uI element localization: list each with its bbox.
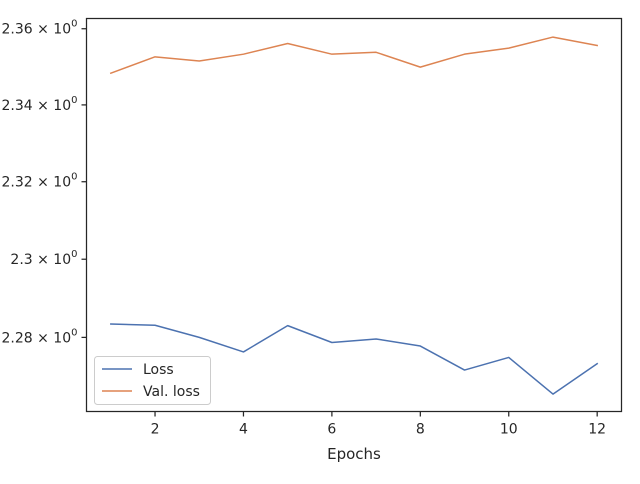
y-tick-label: 2.3 × 100 xyxy=(10,249,77,268)
axes-frame xyxy=(85,17,623,413)
legend: Loss Val. loss xyxy=(94,356,211,405)
y-tick-label: 2.36 × 100 xyxy=(2,19,78,38)
x-ticks: 2 4 6 8 10 12 xyxy=(151,411,606,438)
legend-label-2: Val. loss xyxy=(143,384,200,400)
y-tick-label: 2.32 × 100 xyxy=(2,172,78,191)
y-tick-label: 2.28 × 100 xyxy=(2,327,78,346)
series-line-1 xyxy=(110,323,599,395)
y-ticks: 2.28 × 100 2.3 × 100 2.32 × 100 2.34 × 100 2… xyxy=(2,19,87,346)
legend-label-1: Loss xyxy=(143,362,174,378)
x-tick-label: 8 xyxy=(416,422,425,438)
series-layer xyxy=(109,36,599,395)
x-tick-label: 10 xyxy=(500,422,518,438)
x-tick-label: 12 xyxy=(588,422,606,438)
legend-items: Loss Val. loss xyxy=(102,362,200,400)
x-tick-label: 6 xyxy=(327,422,336,438)
y-tick-label: 2.34 × 100 xyxy=(2,95,78,114)
series-line-2 xyxy=(109,36,599,75)
x-tick-label: 4 xyxy=(239,422,248,438)
x-axis-label: Epochs xyxy=(327,445,381,463)
x-tick-label: 2 xyxy=(151,422,160,438)
